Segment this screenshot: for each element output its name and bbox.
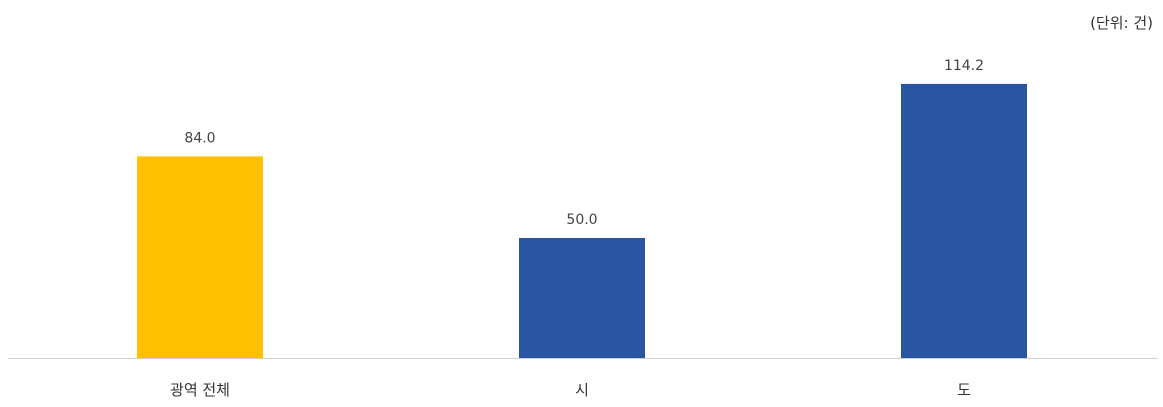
bars-layer bbox=[137, 83, 1027, 359]
data-label-2: 50.0 bbox=[566, 212, 597, 228]
unit-label: (단위: 건) bbox=[1090, 14, 1153, 32]
category-label-1: 광역 전체 bbox=[170, 381, 230, 399]
category-label-2: 시 bbox=[575, 381, 589, 399]
bar-1 bbox=[137, 156, 263, 358]
labels-layer: 84.0 광역 전체 50.0 시 114.2 도 bbox=[170, 58, 984, 399]
data-label-3: 114.2 bbox=[944, 58, 984, 74]
category-label-3: 도 bbox=[957, 381, 971, 399]
data-label-1: 84.0 bbox=[184, 130, 215, 146]
bar-2 bbox=[519, 238, 645, 358]
bar-3 bbox=[901, 83, 1027, 359]
